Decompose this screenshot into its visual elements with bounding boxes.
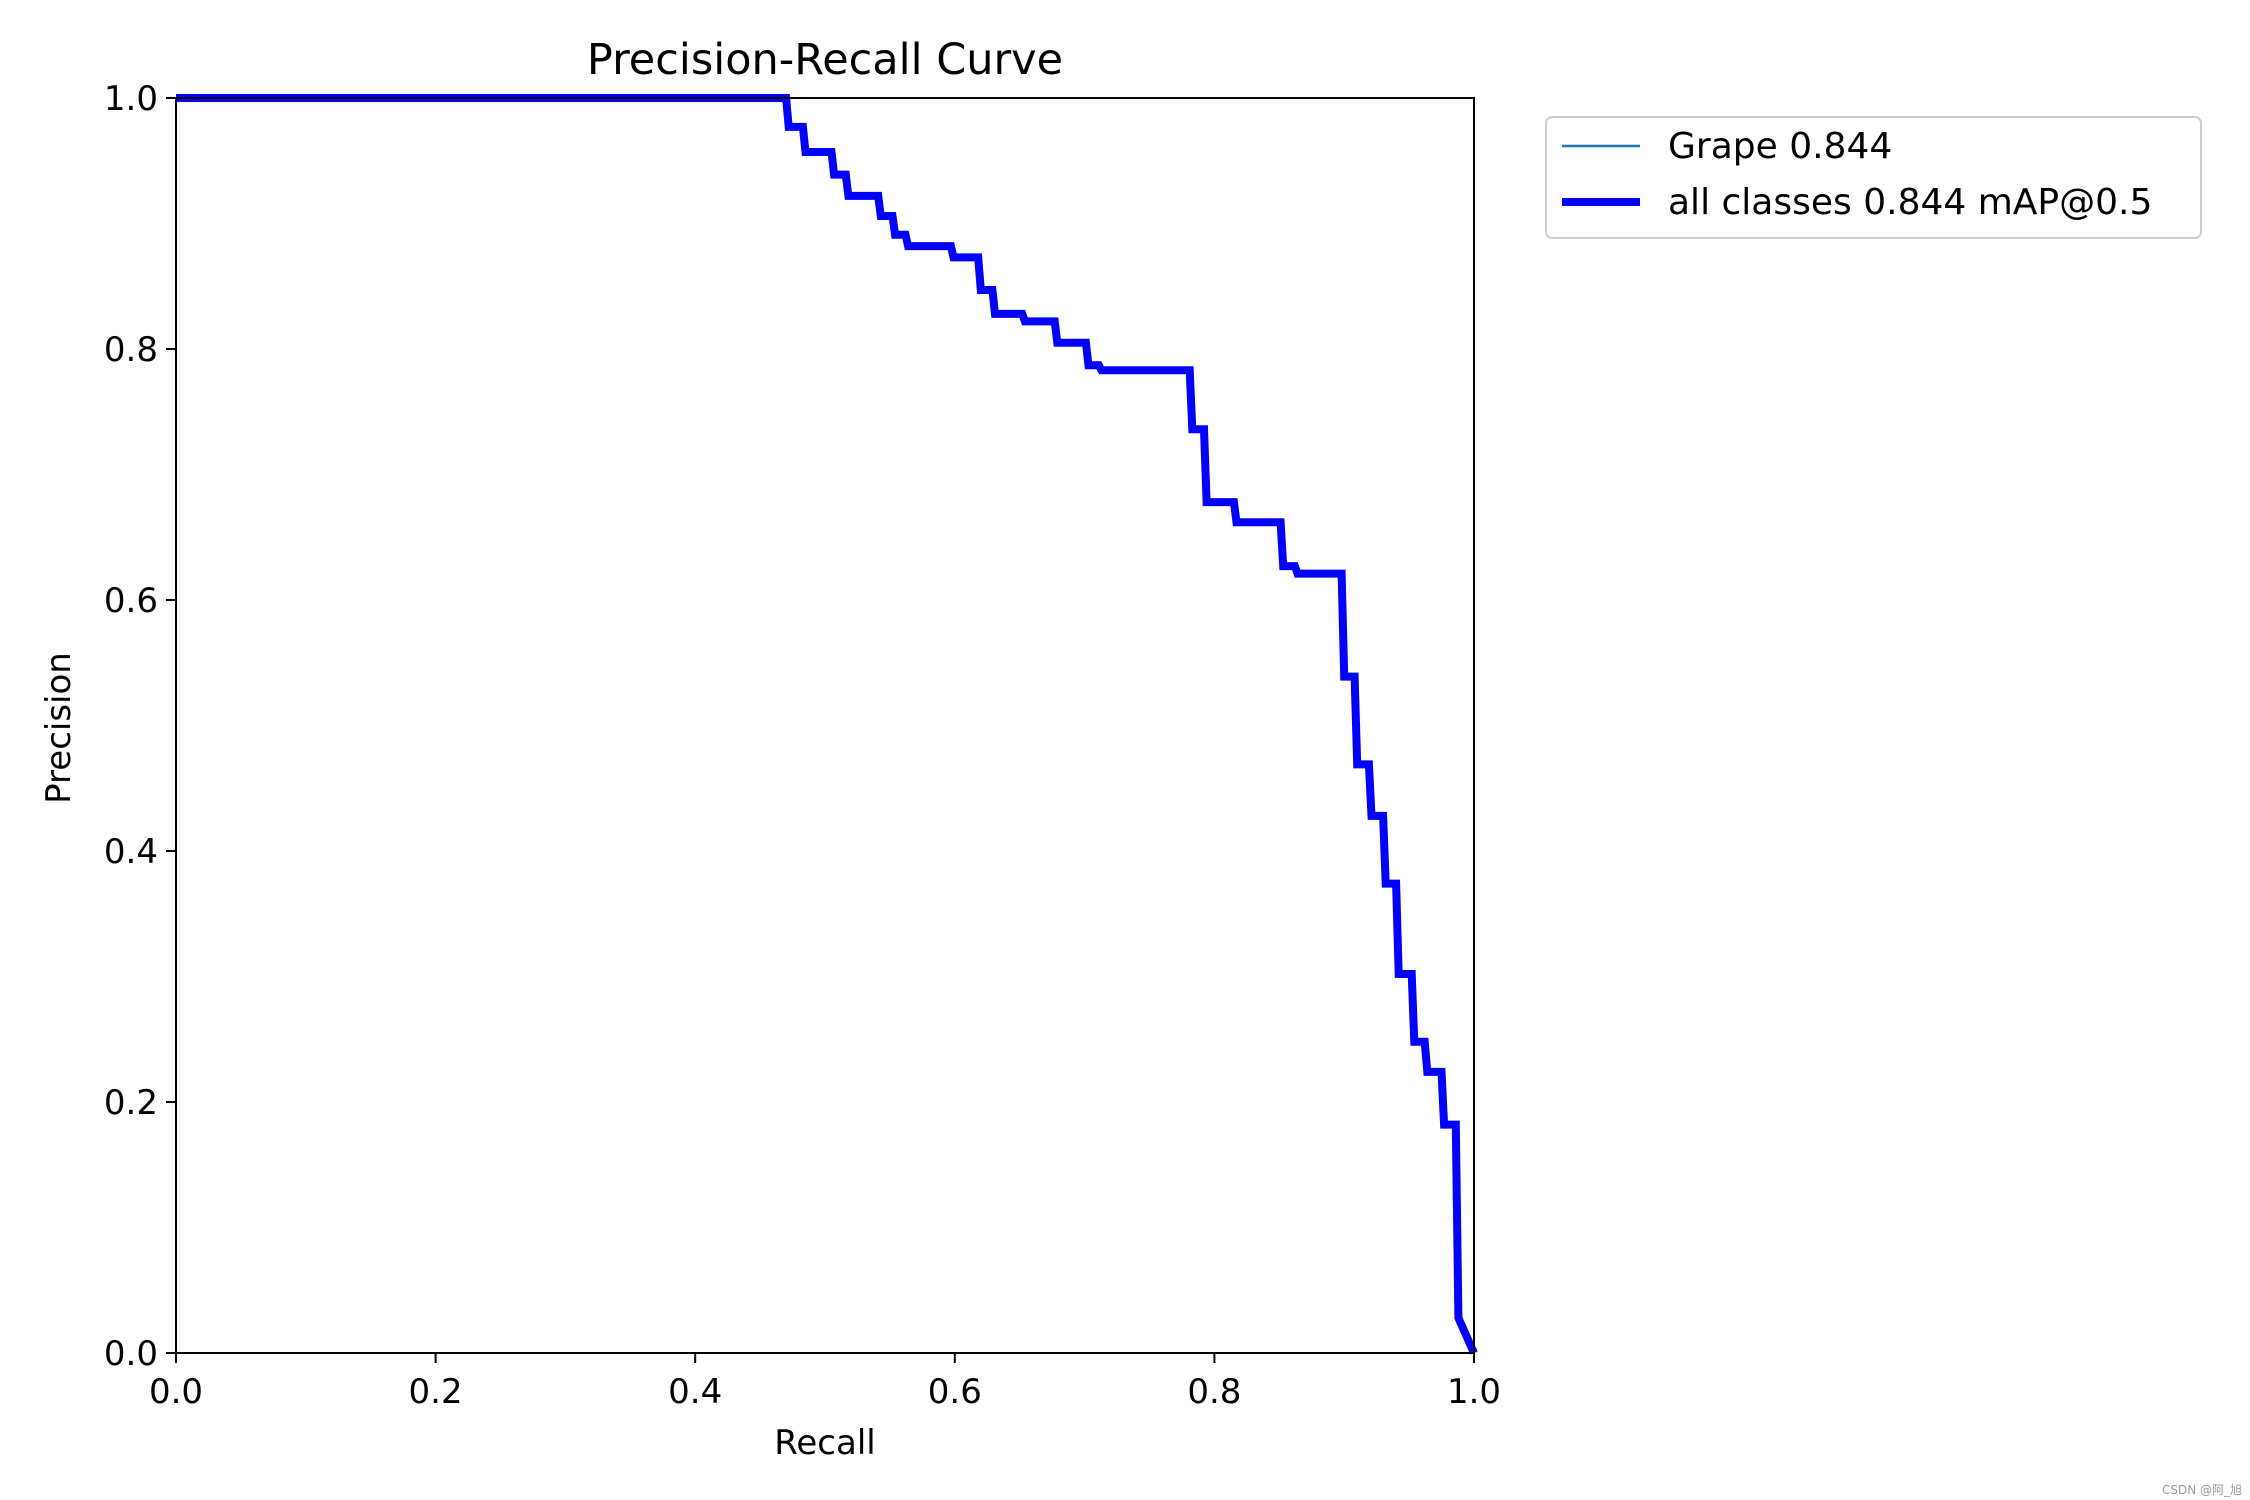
x-tick-label: 0.0 xyxy=(149,1372,203,1412)
series-line-all-classes xyxy=(176,94,1478,1355)
y-axis-title: Precision xyxy=(39,652,79,804)
x-tick-label: 0.8 xyxy=(1187,1372,1241,1412)
x-axis-title: Recall xyxy=(774,1423,875,1463)
y-tick-label: 0.6 xyxy=(104,581,158,621)
y-tick-label: 0.2 xyxy=(104,1083,158,1123)
x-tick-label: 0.2 xyxy=(409,1372,463,1412)
x-tick-label: 0.4 xyxy=(668,1372,722,1412)
y-axis: 0.0 0.2 0.4 0.6 0.8 1.0 xyxy=(104,79,176,1374)
x-axis: 0.0 0.2 0.4 0.6 0.8 1.0 xyxy=(149,1353,1501,1412)
plot-frame xyxy=(175,97,1475,1354)
chart-title: Precision-Recall Curve xyxy=(587,35,1063,85)
x-tick-label: 1.0 xyxy=(1447,1372,1501,1412)
y-tick-label: 0.4 xyxy=(104,832,158,872)
legend-label-grape: Grape 0.844 xyxy=(1668,126,1892,167)
y-tick-label: 1.0 xyxy=(104,79,158,119)
y-tick-label: 0.8 xyxy=(104,330,158,370)
legend-label-all-classes: all classes 0.844 mAP@0.5 xyxy=(1668,182,2152,223)
x-tick-label: 0.6 xyxy=(928,1372,982,1412)
watermark-text: CSDN @阿_旭 xyxy=(2162,1483,2242,1497)
legend: Grape 0.844 all classes 0.844 mAP@0.5 xyxy=(1545,116,2202,239)
y-tick-label: 0.0 xyxy=(104,1334,158,1374)
legend-box xyxy=(1545,116,2202,239)
